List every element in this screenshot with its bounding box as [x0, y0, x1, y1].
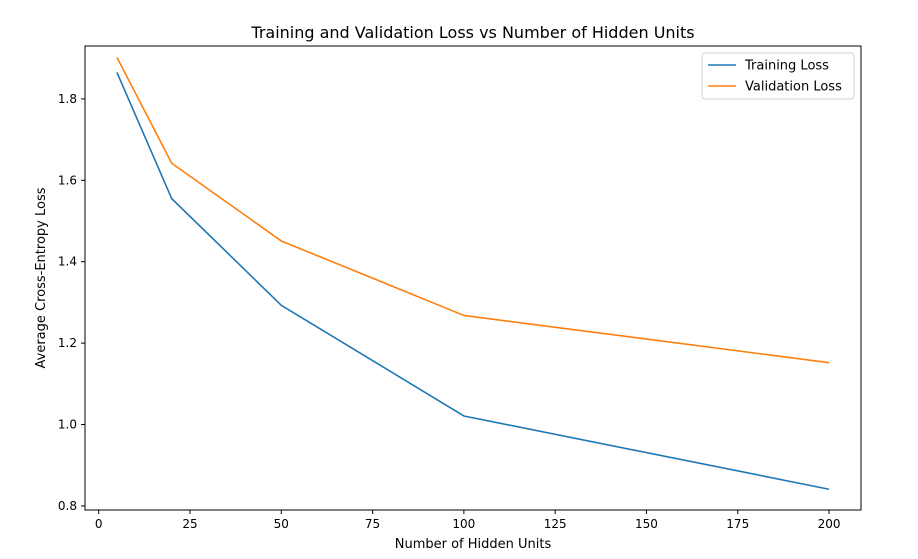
x-tick-label: 175: [726, 517, 749, 531]
legend-label-0: Training Loss: [744, 59, 829, 74]
y-axis-label: Average Cross-Entropy Loss: [34, 187, 49, 368]
y-tick-label: 1.2: [58, 336, 77, 350]
x-tick-label: 50: [274, 517, 289, 531]
x-tick-label: 150: [635, 517, 658, 531]
y-tick-label: 1.4: [58, 255, 77, 269]
series-line-0: [116, 72, 830, 491]
y-tick-label: 0.8: [58, 499, 77, 513]
x-tick-label: 125: [544, 517, 567, 531]
x-tick-label: 25: [182, 517, 197, 531]
x-tick-label: 0: [95, 517, 103, 531]
series-line-1: [116, 57, 830, 364]
x-axis-label: Number of Hidden Units: [395, 537, 552, 552]
legend-box: [701, 52, 855, 100]
legend: Training Loss Validation Loss: [701, 52, 855, 100]
y-tick-label: 1.8: [58, 92, 77, 106]
y-tick-label: 1.0: [58, 418, 77, 432]
x-tick-label: 75: [365, 517, 380, 531]
chart-title: Training and Validation Loss vs Number o…: [250, 23, 694, 42]
y-tick-label: 1.6: [58, 173, 77, 187]
x-tick-label: 100: [452, 517, 475, 531]
plot-frame: [84, 45, 862, 511]
x-tick-label: 200: [818, 517, 841, 531]
legend-label-1: Validation Loss: [745, 80, 842, 95]
